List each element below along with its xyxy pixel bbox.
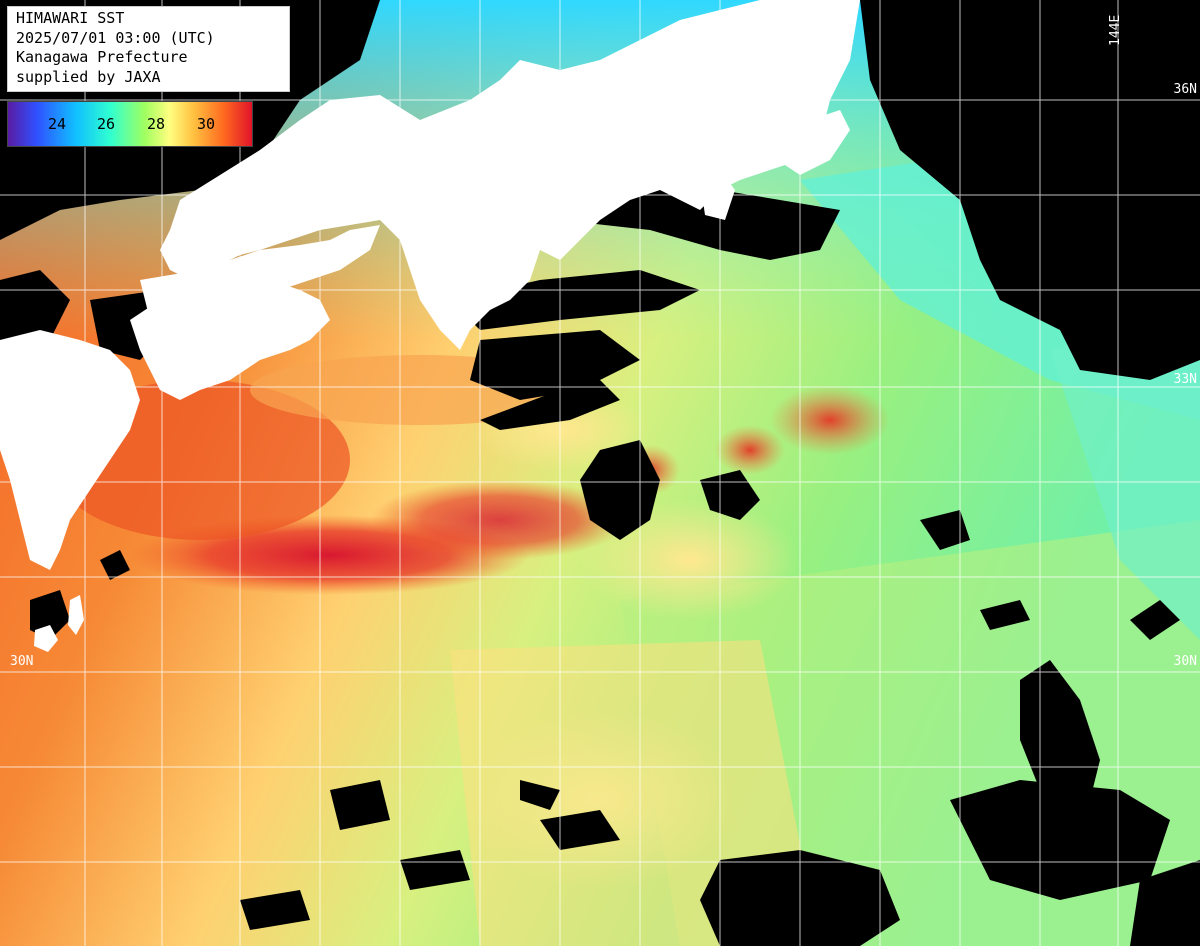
colorbar-label-24: 24 bbox=[47, 115, 67, 133]
lon-label-144e: 144E bbox=[1107, 14, 1123, 46]
lat-label-30n-left: 30N bbox=[10, 654, 34, 669]
lat-label-33-left: 33 bbox=[12, 372, 28, 387]
eddy-hot-mid2 bbox=[715, 425, 785, 475]
kuroshio-extension bbox=[370, 480, 630, 560]
lat-label-36n: 36N bbox=[1173, 82, 1197, 97]
yellow-patch-3 bbox=[460, 710, 740, 890]
map-datetime: 2025/07/01 03:00 (UTC) bbox=[16, 28, 215, 47]
lat-label-30n: 30N bbox=[1173, 654, 1197, 669]
map-region: Kanagawa Prefecture bbox=[16, 48, 188, 66]
ocean-east-cyan bbox=[1050, 300, 1200, 640]
eddy-hot-east bbox=[770, 385, 890, 455]
colorbar-label-26: 26 bbox=[96, 115, 116, 133]
colorbar-label-30: 30 bbox=[196, 115, 216, 133]
info-box: HIMAWARI SST 2025/07/01 03:00 (UTC) Kana… bbox=[7, 6, 290, 92]
lat-label-33n: 33N bbox=[1173, 372, 1197, 387]
colorbar-gradient bbox=[7, 101, 253, 147]
colorbar: 24 26 28 30 bbox=[7, 101, 253, 147]
map-credit: supplied by JAXA bbox=[16, 67, 161, 86]
colorbar-label-28: 28 bbox=[146, 115, 166, 133]
map-title: HIMAWARI SST bbox=[16, 9, 125, 27]
